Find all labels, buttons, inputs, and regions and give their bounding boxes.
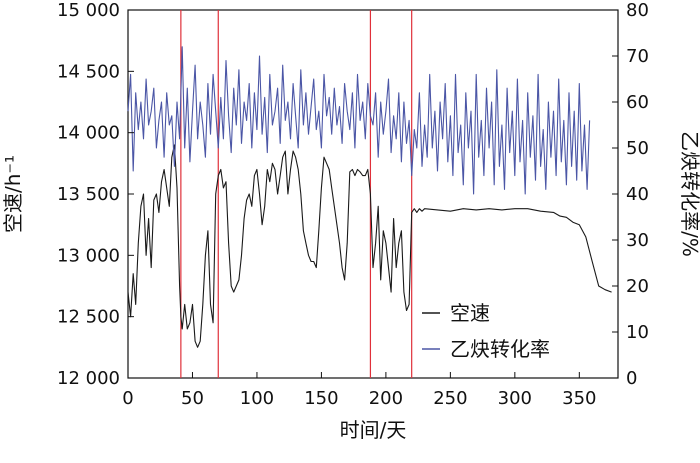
y-left-tick-label-2: 13 000 [57,245,120,266]
x-tick-label-4: 200 [369,388,403,409]
x-axis: 0 50 100 150 200 250 300 350 [122,372,596,409]
series-line-1 [127,46,591,195]
y-left-tick-label-3: 13 500 [57,184,120,205]
y-right-tick-label-5: 50 [626,138,649,159]
series-line-0 [127,144,612,348]
y-left-tick-label-4: 14 000 [57,123,120,144]
x-tick-label-2: 100 [240,388,274,409]
x-tick-label-5: 250 [433,388,467,409]
y-left-tick-label-1: 12 500 [57,307,120,328]
x-tick-label-7: 350 [562,388,596,409]
series-layer [127,46,612,348]
y-axis-left-title: 空速/h⁻¹ [1,155,25,233]
y-right-tick-label-0: 0 [626,368,637,389]
x-tick-label-6: 300 [498,388,532,409]
legend-label-airspeed: 空速 [450,301,490,325]
y-right-tick-label-7: 70 [626,46,649,67]
y-right-tick-label-4: 40 [626,184,649,205]
y-right-tick-label-3: 30 [626,230,649,251]
x-tick-label-3: 150 [304,388,338,409]
y-right-tick-label-1: 10 [626,322,649,343]
x-tick-label-1: 50 [181,388,204,409]
y-right-tick-label-8: 80 [626,0,649,21]
legend-label-conversion: 乙炔转化率 [450,337,550,361]
y-left-tick-label-0: 12 000 [57,368,120,389]
x-tick-label-0: 0 [122,388,133,409]
y-right-tick-label-2: 20 [626,276,649,297]
y-axis-left: 12 000 12 500 13 000 13 500 14 000 14 500 15 0… [57,0,134,389]
x-axis-title: 时间/天 [340,418,407,442]
y-left-tick-label-6: 15 000 [57,0,120,21]
y-left-tick-label-5: 14 500 [57,61,120,82]
y-axis-right: 0 10 20 30 40 50 60 70 80 [612,0,649,389]
legend: 空速 乙炔转化率 [422,301,550,361]
y-axis-right-title: 乙炔转化率/% [678,131,700,257]
y-right-tick-label-6: 60 [626,92,649,113]
